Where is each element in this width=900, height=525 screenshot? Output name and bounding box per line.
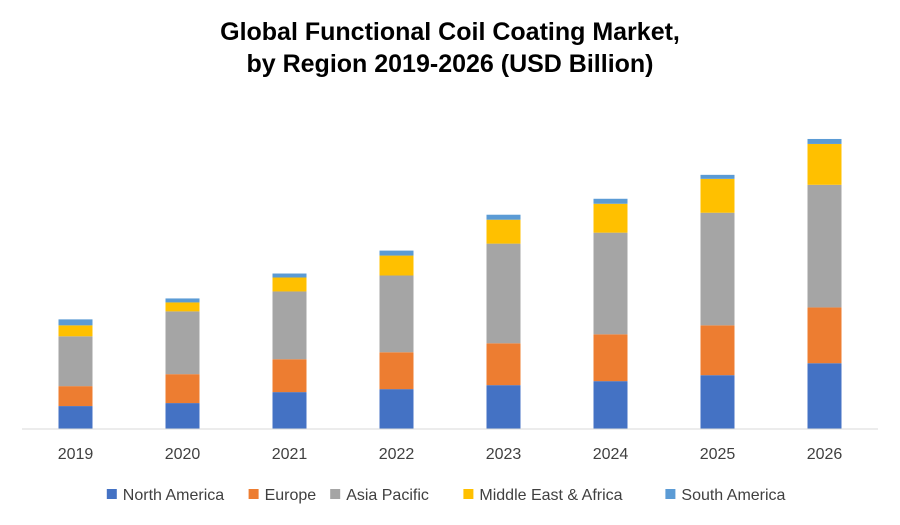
legend-item-north-america: North America xyxy=(106,487,224,504)
legend-swatch-europe xyxy=(248,489,259,499)
bar-2019-asia-pacific xyxy=(58,336,93,387)
bar-2019-south-america xyxy=(58,319,93,326)
bar-2021-north-america xyxy=(272,392,307,429)
bar-2024-europe xyxy=(593,334,628,382)
bar-2023-south-america xyxy=(486,214,521,220)
bar-2021-europe xyxy=(272,359,307,393)
legend-swatch-middle-east-and-africa xyxy=(463,489,474,499)
bar-2020-middle-east-and-africa xyxy=(165,302,200,312)
legend-swatch-north-america xyxy=(106,489,117,499)
x-tick-label-2026: 2026 xyxy=(807,446,843,463)
x-tick-label-2019: 2019 xyxy=(58,446,94,463)
legend-label-asia-pacific: Asia Pacific xyxy=(346,487,429,504)
bar-2022-middle-east-and-africa xyxy=(379,255,414,276)
bar-2021-middle-east-and-africa xyxy=(272,277,307,292)
bar-2025-south-america xyxy=(700,174,735,179)
legend: North America Europe Asia Pacific Middle Ea… xyxy=(106,487,786,504)
x-tick-label-2021: 2021 xyxy=(272,446,308,463)
bar-2026-middle-east-and-africa xyxy=(807,143,842,185)
bar-2025-asia-pacific xyxy=(700,212,735,326)
x-tick-label-2022: 2022 xyxy=(379,446,415,463)
x-tick-label-2020: 2020 xyxy=(165,446,201,463)
bar-2026-south-america xyxy=(807,138,842,144)
bar-2022-europe xyxy=(379,352,414,390)
bar-2022-south-america xyxy=(379,250,414,256)
bar-2023-north-america xyxy=(486,385,521,429)
bar-2024-middle-east-and-africa xyxy=(593,203,628,233)
chart-title: Global Functional Coil Coating Market, b… xyxy=(0,16,900,80)
bar-2021-asia-pacific xyxy=(272,291,307,360)
bars-group xyxy=(58,138,842,429)
x-tick-label-2023: 2023 xyxy=(486,446,522,463)
bar-2020-asia-pacific xyxy=(165,311,200,375)
bar-2021-south-america xyxy=(272,273,307,278)
legend-label-europe: Europe xyxy=(265,487,317,504)
bar-2025-middle-east-and-africa xyxy=(700,178,735,213)
bar-2023-middle-east-and-africa xyxy=(486,219,521,244)
bar-2019-north-america xyxy=(58,406,93,429)
bar-2020-europe xyxy=(165,374,200,404)
bar-2024-north-america xyxy=(593,381,628,429)
bar-2023-europe xyxy=(486,343,521,386)
bar-2020-north-america xyxy=(165,403,200,429)
bar-2020-south-america xyxy=(165,298,200,303)
legend-item-middle-east-and-africa: Middle East & Africa xyxy=(463,487,623,504)
bar-2026-asia-pacific xyxy=(807,184,842,308)
legend-item-south-america: South America xyxy=(665,487,786,504)
legend-item-europe: Europe xyxy=(248,487,317,504)
bar-2022-asia-pacific xyxy=(379,275,414,353)
bar-2026-north-america xyxy=(807,363,842,429)
bar-2025-north-america xyxy=(700,375,735,429)
legend-swatch-south-america xyxy=(665,489,676,499)
bar-2026-europe xyxy=(807,307,842,364)
legend-label-south-america: South America xyxy=(681,487,785,504)
bar-2023-asia-pacific xyxy=(486,243,521,344)
legend-swatch-asia-pacific xyxy=(330,489,341,499)
x-tick-label-2024: 2024 xyxy=(593,446,629,463)
x-tick-label-2025: 2025 xyxy=(700,446,736,463)
bar-2022-north-america xyxy=(379,389,414,429)
legend-label-middle-east-and-africa: Middle East & Africa xyxy=(479,487,622,504)
chart-title-line-2: by Region 2019-2026 (USD Billion) xyxy=(246,50,654,78)
bar-2024-asia-pacific xyxy=(593,232,628,335)
bar-2025-europe xyxy=(700,325,735,376)
chart-title-line-1: Global Functional Coil Coating Market, xyxy=(220,18,680,46)
legend-item-asia-pacific: Asia Pacific xyxy=(330,487,429,504)
x-tick-labels: 2019 2020 2021 2022 2023 2024 2025 2026 xyxy=(58,446,843,463)
bar-2019-middle-east-and-africa xyxy=(58,325,93,337)
legend-label-north-america: North America xyxy=(123,487,224,504)
bar-2024-south-america xyxy=(593,198,628,204)
bar-2019-europe xyxy=(58,386,93,407)
